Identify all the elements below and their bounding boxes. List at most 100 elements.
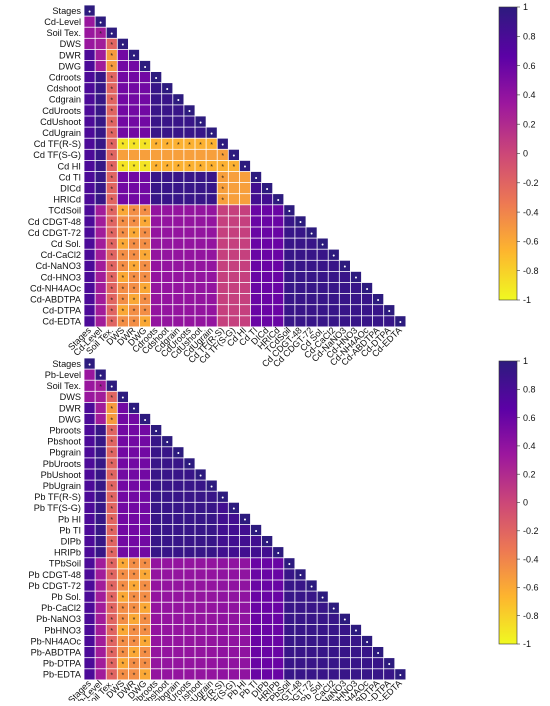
significance-marker: • bbox=[233, 153, 236, 160]
significance-marker: • bbox=[388, 308, 391, 315]
heatmap-cell-16-8 bbox=[173, 183, 184, 194]
heatmap-cell-28-12 bbox=[217, 669, 228, 680]
heatmap-cell-17-4 bbox=[128, 547, 140, 558]
heatmap-cell-18-10 bbox=[195, 558, 206, 569]
significance-marker: • bbox=[144, 417, 147, 424]
heatmap-cell-10-4 bbox=[128, 116, 140, 127]
row-label-pbugrain: PbUgrain bbox=[43, 481, 81, 491]
heatmap-cell-25-23 bbox=[339, 635, 350, 647]
row-label-cdushoot: CdUshoot bbox=[40, 117, 81, 127]
significance-marker: * bbox=[110, 142, 113, 149]
significance-marker: * bbox=[110, 661, 113, 668]
heatmap-cell-16-16 bbox=[262, 183, 273, 194]
significance-marker: * bbox=[121, 220, 124, 227]
heatmap-cell-17-17 bbox=[273, 547, 284, 558]
significance-marker: • bbox=[99, 20, 102, 27]
heatmap-cell-7-2 bbox=[106, 83, 117, 94]
heatmap-cell-26-9 bbox=[184, 294, 195, 305]
heatmap-cell-25-25 bbox=[361, 282, 373, 294]
heatmap-cell-27-25 bbox=[361, 658, 373, 669]
heatmap-cell-18-12 bbox=[217, 205, 228, 216]
row-label-pb-sol: Pb Sol. bbox=[51, 592, 81, 602]
significance-marker: * bbox=[155, 164, 158, 171]
heatmap-cell-20-2 bbox=[106, 580, 117, 591]
heatmap-cell-19-7 bbox=[162, 569, 173, 580]
heatmap-cell-18-13 bbox=[228, 558, 239, 569]
heatmap-cell-16-2 bbox=[106, 183, 117, 194]
heatmap-cell-26-16 bbox=[262, 294, 273, 305]
heatmap-cell-14-3 bbox=[117, 513, 128, 525]
significance-marker: • bbox=[399, 673, 402, 680]
heatmap-cell-26-4 bbox=[128, 647, 140, 658]
heatmap-cell-22-20 bbox=[306, 602, 317, 613]
heatmap-cell-19-16 bbox=[262, 216, 273, 227]
heatmap-cell-20-10 bbox=[195, 580, 206, 591]
heatmap-cell-3-0 bbox=[84, 38, 95, 49]
heatmap-cell-24-17 bbox=[273, 271, 284, 283]
heatmap-cell-24-14 bbox=[239, 271, 251, 283]
heatmap-cell-27-3 bbox=[117, 658, 128, 669]
heatmap-cell-26-21 bbox=[317, 294, 328, 305]
significance-marker: • bbox=[188, 109, 191, 116]
heatmap-cell-11-5 bbox=[139, 480, 151, 491]
row-label-pb-dtpa: Pb-DTPA bbox=[43, 659, 82, 669]
heatmap-cell-10-2 bbox=[106, 116, 117, 127]
heatmap-cell-14-1 bbox=[95, 160, 106, 172]
heatmap-cell-24-15 bbox=[250, 624, 262, 636]
significance-marker: * bbox=[133, 562, 136, 569]
row-label-pbshoot: Pbshoot bbox=[47, 437, 81, 447]
heatmap-cell-26-19 bbox=[295, 647, 306, 658]
significance-marker: * bbox=[110, 439, 113, 446]
heatmap-cell-5-1 bbox=[95, 60, 106, 72]
significance-marker: * bbox=[144, 253, 147, 260]
heatmap-cell-27-8 bbox=[173, 305, 184, 316]
heatmap-cell-14-6 bbox=[151, 160, 162, 172]
significance-marker: • bbox=[266, 539, 269, 546]
heatmap-cell-23-20 bbox=[306, 613, 317, 624]
heatmap-cell-11-2 bbox=[106, 127, 117, 138]
heatmap-cell-25-10 bbox=[195, 282, 206, 294]
significance-marker: * bbox=[133, 617, 136, 624]
significance-marker: * bbox=[121, 628, 124, 635]
heatmap-cell-28-26 bbox=[373, 669, 384, 680]
heatmap-cell-19-13 bbox=[228, 569, 239, 580]
colorbar-tick-label: -0.4 bbox=[523, 207, 539, 217]
heatmap-cell-21-19 bbox=[295, 238, 306, 249]
heatmap-cell-24-0 bbox=[84, 271, 95, 283]
significance-marker: * bbox=[144, 308, 147, 315]
row-label-pb-edta: Pb-EDTA bbox=[43, 670, 82, 680]
heatmap-cell-6-6 bbox=[151, 425, 162, 436]
heatmap-cell-8-2 bbox=[106, 447, 117, 458]
significance-marker: * bbox=[133, 142, 136, 149]
significance-marker: * bbox=[144, 639, 147, 646]
heatmap-cell-24-21 bbox=[317, 271, 328, 283]
heatmap-cell-9-6 bbox=[151, 105, 162, 116]
significance-marker: • bbox=[244, 164, 247, 171]
heatmap-cell-20-8 bbox=[173, 580, 184, 591]
row-label-cd-level: Cd-Level bbox=[44, 17, 81, 27]
heatmap-cell-11-4 bbox=[128, 127, 140, 138]
heatmap-cell-24-2 bbox=[106, 624, 117, 636]
significance-marker: • bbox=[344, 264, 347, 271]
heatmap-cell-20-12 bbox=[217, 227, 228, 238]
heatmap-cell-26-24 bbox=[350, 294, 362, 305]
row-label-cd-sol: Cd Sol. bbox=[51, 239, 81, 249]
heatmap-cell-25-11 bbox=[206, 635, 217, 647]
heatmap-cell-22-20 bbox=[306, 249, 317, 260]
heatmap-cell-15-13 bbox=[228, 524, 239, 536]
significance-marker: • bbox=[255, 175, 258, 182]
heatmap-cell-26-25 bbox=[361, 647, 373, 658]
heatmap-cell-24-6 bbox=[151, 271, 162, 283]
significance-marker: • bbox=[277, 550, 280, 557]
heatmap-cell-16-9 bbox=[184, 183, 195, 194]
significance-marker: * bbox=[121, 661, 124, 668]
significance-marker: * bbox=[121, 320, 124, 327]
heatmap-cell-5-0 bbox=[84, 413, 95, 425]
heatmap-cell-16-4 bbox=[128, 536, 140, 547]
heatmap-cell-16-8 bbox=[173, 536, 184, 547]
heatmap-cell-3-1 bbox=[95, 38, 106, 49]
heatmap-cell-21-14 bbox=[239, 591, 251, 602]
significance-marker: * bbox=[110, 86, 113, 93]
heatmap-cell-6-0 bbox=[84, 72, 95, 83]
heatmap-cell-21-18 bbox=[284, 238, 295, 249]
